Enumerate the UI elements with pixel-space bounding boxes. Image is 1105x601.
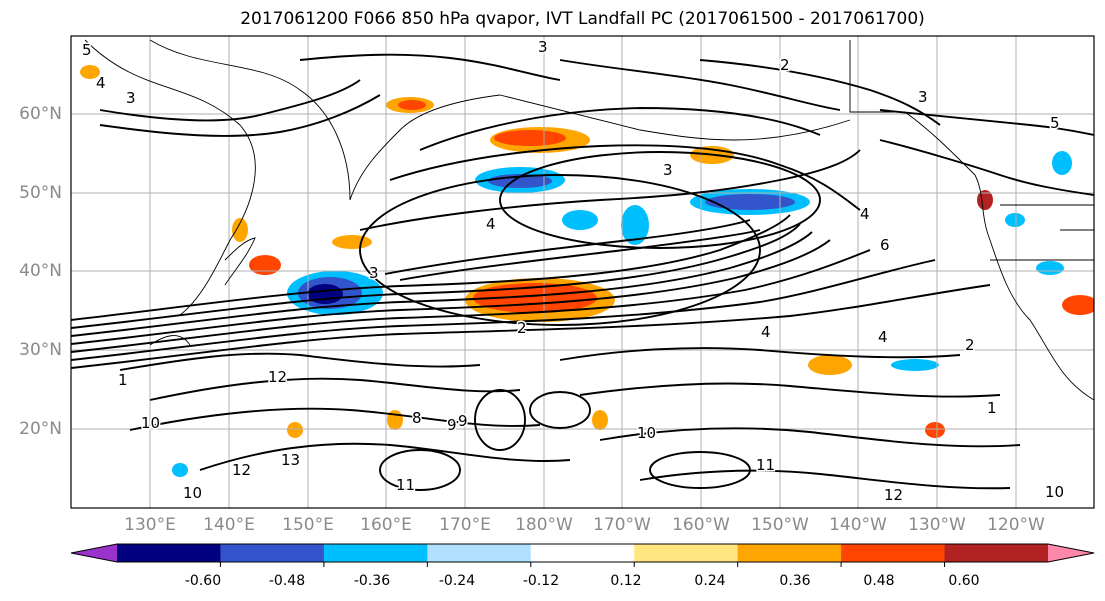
colorbar-segment	[530, 544, 635, 562]
colorbar-tick-label: -0.12	[522, 573, 560, 589]
colorbar-tick-label: 0.12	[610, 573, 642, 589]
contour-label: 11	[396, 476, 415, 494]
colorbar-segment	[427, 544, 532, 562]
longitude-label: 150°W	[751, 515, 809, 535]
longitude-label: 120°W	[987, 515, 1045, 535]
colorbar-segment	[323, 544, 428, 562]
longitude-label: 140°W	[829, 515, 887, 535]
contour-label: 3	[918, 88, 928, 106]
negative-anomaly-region	[1036, 261, 1064, 275]
longitude-label: 130°W	[908, 515, 966, 535]
longitude-label: 170°E	[439, 515, 491, 535]
colorbar-tick-label: 0.60	[948, 573, 980, 589]
negative-anomaly-region	[562, 210, 598, 230]
positive-anomaly-region	[232, 218, 248, 242]
positive-anomaly-region	[592, 410, 608, 430]
contour-label: 2	[517, 319, 527, 337]
negative-anomaly-region	[172, 463, 188, 477]
contour-label: 13	[281, 451, 300, 469]
colorbar-tick-label: -0.24	[438, 573, 476, 589]
coastlines	[84, 39, 1094, 401]
contour-label: 4	[878, 328, 888, 346]
map-background	[71, 36, 1094, 508]
colorbar-tick-label: 0.36	[779, 573, 811, 589]
positive-anomaly-region	[249, 255, 281, 275]
negative-anomaly-region	[705, 194, 795, 210]
contour-label: 10	[1045, 483, 1064, 501]
positive-anomaly-region	[398, 100, 426, 110]
colorbar	[70, 543, 1095, 567]
contour-label: 9	[458, 412, 468, 430]
moisture-contours	[71, 53, 1094, 491]
latitude-label: 60°N	[19, 104, 62, 124]
longitude-label: 140°E	[203, 515, 255, 535]
map-frame	[70, 35, 1095, 509]
longitude-label: 160°W	[672, 515, 730, 535]
latitude-label: 40°N	[19, 261, 62, 281]
contour-label: 11	[756, 456, 775, 474]
positive-anomaly-region	[494, 130, 566, 146]
contour-label: 12	[884, 486, 903, 504]
contour-label: 10	[637, 424, 656, 442]
latitude-label: 30°N	[19, 340, 62, 360]
latitude-label: 20°N	[19, 419, 62, 439]
colorbar-tick-label: -0.36	[353, 573, 391, 589]
contour-label: 10	[141, 414, 160, 432]
colorbar-tick-label: -0.48	[268, 573, 306, 589]
graticule	[71, 36, 1094, 508]
colorbar-tick-label: 0.48	[863, 573, 895, 589]
longitude-label: 130°E	[124, 515, 176, 535]
positive-anomaly-region	[808, 355, 852, 375]
colorbar-segment	[220, 544, 325, 562]
contour-label: 3	[369, 264, 379, 282]
colorbar-extend-high	[1048, 544, 1094, 562]
positive-anomaly-region	[925, 422, 945, 438]
colorbar-extend-low	[71, 544, 117, 562]
negative-anomaly-region	[621, 205, 649, 245]
longitude-label: 160°E	[360, 515, 412, 535]
contour-label: 1	[987, 399, 997, 417]
positive-anomaly-region	[332, 235, 372, 249]
contour-label: 10	[183, 484, 202, 502]
contour-label: 5	[82, 41, 92, 59]
negative-anomaly-region	[1005, 213, 1025, 227]
colorbar-segment	[634, 544, 739, 562]
contour-label: 2	[780, 56, 790, 74]
map-title: 2017061200 F066 850 hPa qvapor, IVT Land…	[240, 9, 925, 29]
contour-label: 4	[860, 205, 870, 223]
contour-label: 2	[965, 336, 975, 354]
colorbar-segment	[841, 544, 946, 562]
colorbar-tick-label: -0.60	[184, 573, 222, 589]
contour-label: 12	[232, 461, 251, 479]
contour-label: 1	[118, 371, 128, 389]
colorbar-segment	[117, 544, 221, 562]
contour-label: 3	[538, 38, 548, 56]
negative-anomaly-region	[891, 359, 939, 371]
latitude-label: 50°N	[19, 183, 62, 203]
contour-label: 8	[412, 409, 422, 427]
positive-anomaly-region	[287, 422, 303, 438]
contour-label: 12	[268, 368, 287, 386]
colorbar-tick-label: 0.24	[694, 573, 726, 589]
negative-anomaly-region	[1052, 151, 1072, 175]
longitude-label: 150°E	[282, 515, 334, 535]
contour-label: 3	[663, 161, 673, 179]
contour-label: 4	[96, 74, 106, 92]
positive-anomaly-region	[80, 65, 100, 79]
contour-label: 4	[486, 215, 496, 233]
contour-label: 4	[761, 323, 771, 341]
contour-label: 3	[126, 89, 136, 107]
contour-label: 6	[880, 236, 890, 254]
positive-anomaly-region	[1062, 295, 1094, 315]
contour-label: 9	[447, 416, 457, 434]
contour-label: 5	[1050, 114, 1060, 132]
longitude-label: 180°W	[515, 515, 573, 535]
longitude-label: 170°W	[593, 515, 651, 535]
colorbar-segment	[737, 544, 842, 562]
colorbar-segment	[944, 544, 1049, 562]
